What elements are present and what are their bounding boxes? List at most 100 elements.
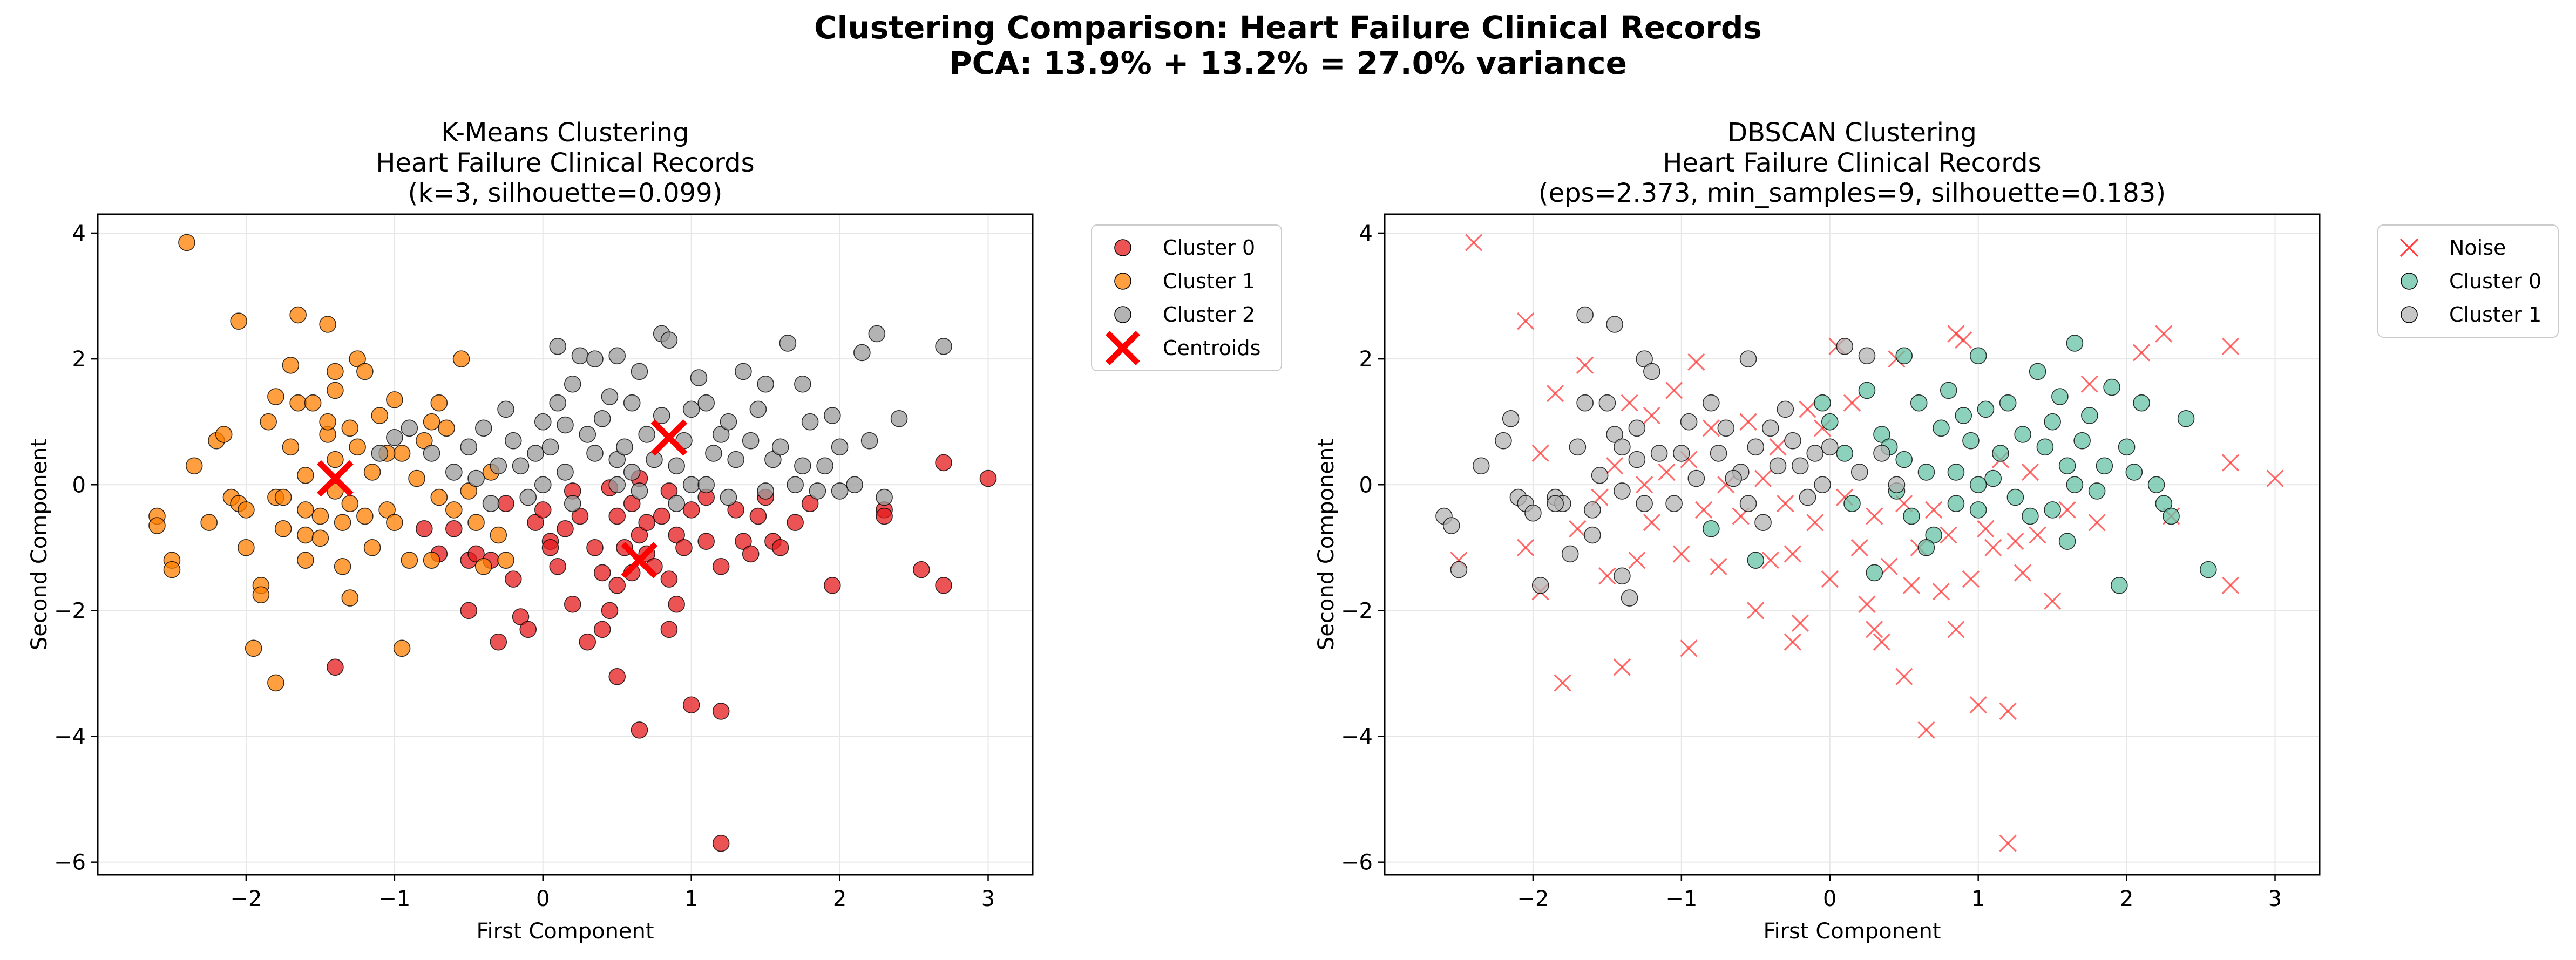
- noise-point: [2021, 463, 2039, 481]
- y-tick-label: 4: [1359, 221, 1373, 246]
- data-point: [1747, 552, 1765, 569]
- data-point: [1814, 476, 1831, 494]
- data-point: [1866, 564, 1883, 582]
- data-point: [631, 526, 648, 544]
- data-point: [816, 457, 833, 475]
- data-point: [1614, 567, 1631, 585]
- data-point: [1984, 469, 2002, 487]
- data-point: [386, 391, 403, 408]
- data-point: [474, 558, 492, 575]
- data-point: [1614, 438, 1631, 456]
- noise-point: [1799, 400, 1816, 418]
- legend-label: Cluster 1: [2449, 303, 2541, 326]
- data-point: [297, 466, 314, 484]
- noise-point: [2014, 564, 2032, 582]
- data-point: [334, 558, 351, 575]
- data-point: [2111, 576, 2128, 594]
- data-point: [1999, 394, 2017, 412]
- data-point: [393, 445, 411, 462]
- data-point: [1703, 520, 1720, 537]
- legend-marker: [1106, 331, 1140, 365]
- data-point: [200, 514, 218, 532]
- noise-point: [1940, 526, 1957, 544]
- data-point: [215, 426, 233, 443]
- axes-title-line: (k=3, silhouette=0.099): [408, 178, 723, 208]
- data-point: [1821, 413, 1839, 431]
- noise-point: [1672, 545, 1690, 563]
- data-point: [749, 400, 767, 418]
- data-point: [1576, 394, 1594, 412]
- data-point: [1754, 514, 1772, 532]
- data-point: [727, 451, 744, 468]
- data-point: [386, 514, 403, 532]
- centroid-marker: [621, 542, 658, 579]
- noise-point: [1917, 721, 1935, 739]
- data-point: [831, 438, 849, 456]
- data-point: [2058, 457, 2076, 475]
- legend-box: [2377, 224, 2559, 338]
- data-point: [1680, 413, 1698, 431]
- data-point: [534, 476, 552, 494]
- data-point: [1947, 495, 1965, 513]
- data-point: [668, 526, 685, 544]
- data-point: [2133, 394, 2150, 412]
- x-tick-label: −1: [378, 887, 410, 911]
- noise-point: [1576, 356, 1594, 374]
- data-point: [274, 488, 292, 506]
- legend-label: Centroids: [1163, 336, 1260, 360]
- noise-point: [1932, 583, 1950, 601]
- centroid-marker: [316, 460, 354, 497]
- data-point: [512, 608, 530, 625]
- data-point: [557, 464, 574, 481]
- data-point: [274, 520, 292, 537]
- data-point: [185, 457, 203, 475]
- legend-marker: [2401, 273, 2418, 290]
- data-point: [1495, 432, 1512, 450]
- noise-point: [1531, 444, 1549, 462]
- data-point: [787, 476, 804, 494]
- data-point: [460, 438, 478, 456]
- data-point: [356, 507, 374, 525]
- data-point: [1673, 445, 1690, 462]
- data-point: [2103, 378, 2120, 396]
- data-point: [319, 316, 336, 333]
- data-point: [393, 639, 411, 657]
- data-point: [682, 501, 700, 519]
- legend: Cluster 0 Cluster 1 Cluster 2 Centroids: [1091, 224, 1282, 371]
- data-point: [935, 576, 952, 594]
- data-point: [1584, 526, 1601, 544]
- noise-point: [2044, 592, 2062, 610]
- data-point: [327, 451, 344, 468]
- data-point: [913, 561, 930, 578]
- data-point: [445, 464, 463, 481]
- data-point: [742, 432, 760, 450]
- data-point: [653, 407, 670, 424]
- noise-point: [1866, 621, 1883, 638]
- axes-title-line: DBSCAN Clustering: [1727, 118, 1977, 148]
- data-point: [282, 356, 300, 374]
- data-point: [735, 533, 752, 550]
- axes-frame: [97, 213, 1034, 876]
- data-point: [764, 451, 782, 468]
- noise-point: [1955, 331, 1972, 349]
- y-tick-label: −2: [54, 598, 86, 623]
- data-point: [1917, 464, 1935, 481]
- noise-point: [2029, 526, 2046, 544]
- figure-title: Clustering Comparison: Heart Failure Cli…: [0, 10, 2576, 81]
- noise-point: [2221, 337, 2240, 355]
- noise-point: [1547, 385, 1564, 403]
- data-point: [497, 552, 514, 569]
- data-point: [638, 514, 656, 532]
- data-point: [979, 469, 997, 487]
- centroid-marker: [650, 419, 688, 456]
- data-point: [749, 507, 767, 525]
- noise-point: [1866, 507, 1883, 525]
- noise-point: [2266, 469, 2284, 487]
- data-point: [1769, 457, 1787, 475]
- data-point: [682, 696, 700, 714]
- data-point: [757, 375, 774, 393]
- y-tick-label: −4: [54, 725, 86, 750]
- data-point: [438, 419, 455, 437]
- data-point: [742, 545, 760, 563]
- data-point: [608, 668, 626, 685]
